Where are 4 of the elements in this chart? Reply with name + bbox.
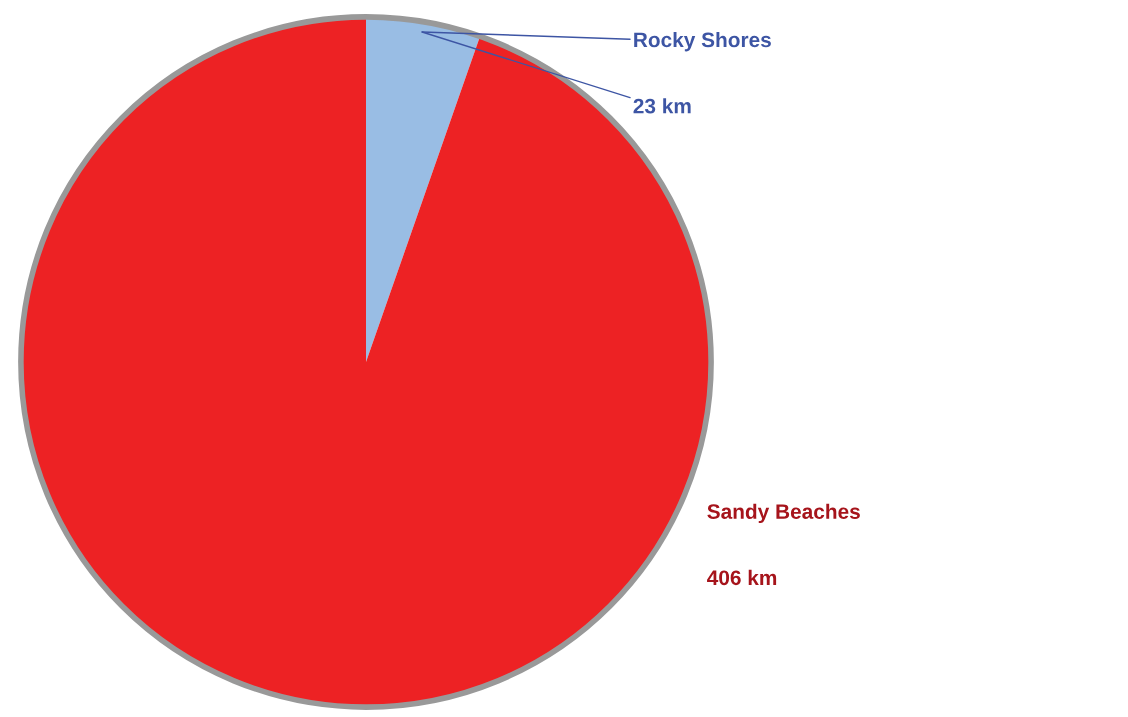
data-label: 23 km xyxy=(633,98,691,114)
slice-label: Rocky Shores xyxy=(634,31,771,52)
data-label: 406 km xyxy=(707,569,777,586)
slice-label: Sandy Beaches xyxy=(707,503,860,524)
